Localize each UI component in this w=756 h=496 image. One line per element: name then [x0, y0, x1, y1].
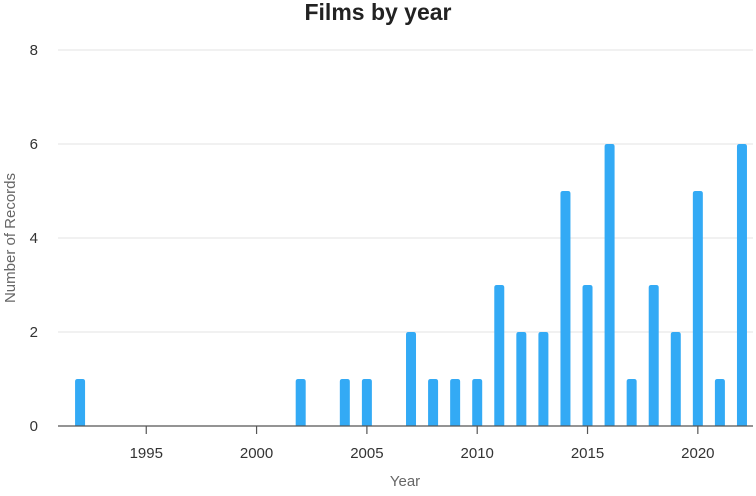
bar-2009: [450, 379, 461, 426]
y-axis-title: Number of Records: [2, 173, 19, 303]
x-axis-title: Year: [390, 473, 420, 490]
bar-2011: [494, 285, 505, 426]
grid: [58, 49, 753, 333]
bar-2021: [714, 379, 725, 426]
bar-2015: [582, 285, 593, 426]
bar-2017: [626, 379, 637, 426]
y-tick-label: 2: [30, 324, 38, 341]
bar-2004: [339, 379, 350, 426]
bar-2014: [560, 191, 571, 426]
x-tick-label: 1995: [130, 445, 163, 462]
y-tick-label: 8: [30, 42, 38, 59]
bar-2010: [472, 379, 483, 426]
bar-2013: [538, 332, 549, 426]
x-tick-label: 2005: [350, 445, 383, 462]
bar-2002: [295, 379, 306, 426]
bar-2008: [428, 379, 439, 426]
x-ticks: 1995 2000 2005 2010 2015 2020: [130, 426, 715, 462]
bar-2020: [692, 191, 703, 426]
bar-2005: [361, 379, 372, 426]
x-tick-label: 2000: [240, 445, 273, 462]
y-tick-label: 0: [30, 418, 38, 435]
bar-2018: [648, 285, 659, 426]
bar-2019: [670, 332, 681, 426]
bar-2016: [604, 144, 615, 426]
bars: [75, 144, 747, 426]
bar-2022: [736, 144, 747, 426]
bar-2012: [516, 332, 527, 426]
y-tick-label: 6: [30, 136, 38, 153]
y-ticks: 0 2 4 6 8: [30, 42, 38, 435]
x-tick-label: 2020: [681, 445, 714, 462]
y-tick-label: 4: [30, 230, 38, 247]
bar-2007: [406, 332, 417, 426]
x-tick-label: 2010: [461, 445, 494, 462]
bar-1992: [75, 379, 86, 426]
x-tick-label: 2015: [571, 445, 604, 462]
chart-title: Films by year: [304, 0, 451, 25]
